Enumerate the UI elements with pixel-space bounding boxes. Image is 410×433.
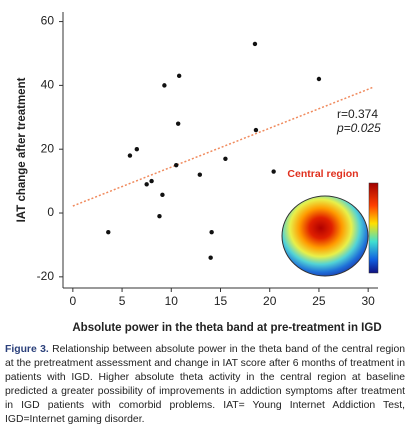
- point: [176, 73, 182, 79]
- point: [271, 169, 276, 174]
- point: [174, 162, 179, 168]
- chart: IAT change after treatment Absolute powe…: [16, 12, 382, 334]
- point: [162, 83, 167, 88]
- point: [253, 127, 259, 133]
- x-tick-label: 5: [119, 294, 126, 308]
- x-tick-label: 25: [312, 294, 326, 308]
- point: [223, 156, 228, 161]
- colorbar: [368, 182, 379, 274]
- point: [208, 255, 213, 260]
- x-axis-label: Absolute power in the theta band at pre-…: [72, 322, 381, 334]
- x-tick-label: 15: [214, 294, 228, 308]
- x-tick-label: 0: [70, 294, 77, 308]
- point: [197, 172, 203, 177]
- point: [106, 229, 111, 235]
- caption-text: Relationship between absolute power in t…: [5, 344, 406, 425]
- annotation: r=0.374: [337, 107, 378, 121]
- y-axis-label: IAT change after treatment: [16, 77, 28, 222]
- caption-label: Figure 3.: [5, 344, 49, 355]
- caption: Figure 3. Relationship between absolute …: [5, 343, 405, 427]
- point: [209, 229, 214, 235]
- y-tick-label: -20: [37, 269, 55, 283]
- x-tick-label: 10: [165, 294, 179, 308]
- point: [252, 41, 258, 47]
- point: [316, 76, 322, 82]
- y-tick-label: 0: [47, 205, 54, 219]
- point: [157, 214, 162, 219]
- y-tick-label: 60: [41, 14, 55, 28]
- point: [175, 121, 181, 126]
- y-tick-label: 40: [41, 78, 55, 92]
- inset-title: Central region: [287, 168, 358, 180]
- point: [127, 153, 133, 158]
- point: [160, 192, 165, 198]
- trend-line: [72, 86, 374, 207]
- point: [134, 147, 140, 152]
- x-tick-label: 20: [263, 294, 277, 308]
- topomap: [281, 195, 369, 277]
- annotation: p=0.025: [336, 121, 381, 135]
- inset: Central region: [281, 168, 379, 277]
- x-tick-label: 30: [361, 294, 375, 308]
- y-tick-label: 20: [41, 141, 55, 155]
- point: [144, 182, 149, 187]
- point: [149, 178, 154, 184]
